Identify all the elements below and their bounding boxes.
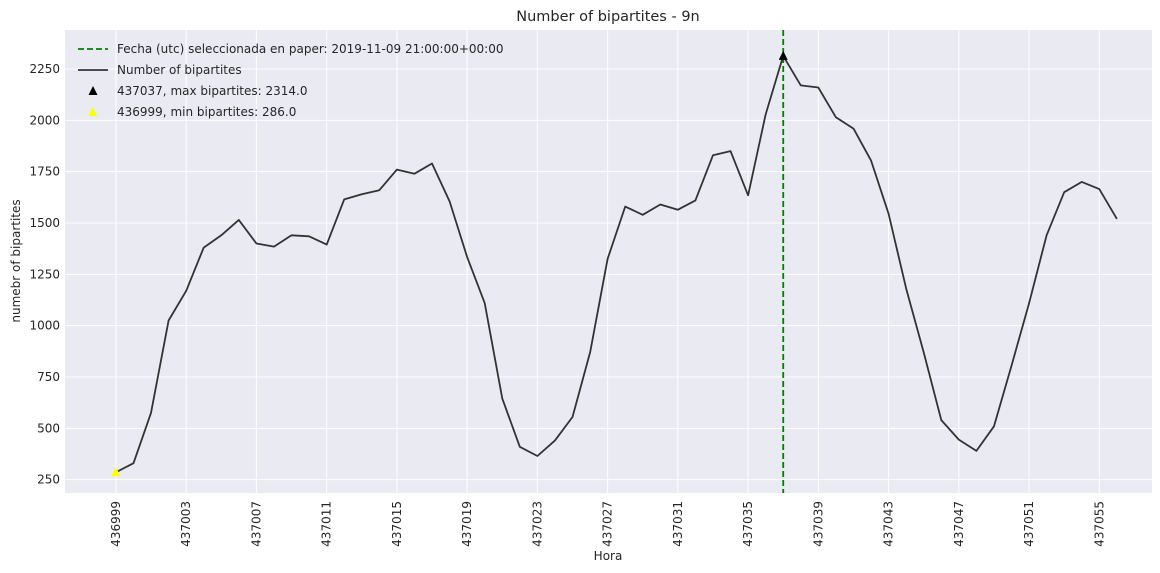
markers-layer — [111, 50, 788, 477]
x-tick-label: 437031 — [671, 501, 685, 547]
x-tick-labels: 436999 437003 437007 437011 437015 437019 4370… — [109, 501, 1106, 547]
x-tick-label: 437015 — [390, 501, 404, 547]
legend-max-label: 437037, max bipartites: 2314.0 — [117, 84, 307, 98]
y-tick-label: 2000 — [29, 113, 60, 127]
legend-min-marker — [88, 107, 98, 116]
series-line — [115, 55, 1118, 474]
y-tick-label: 750 — [37, 370, 60, 384]
min-marker — [111, 467, 121, 477]
y-tick-label: 1000 — [29, 319, 60, 333]
x-tick-label: 437023 — [530, 501, 544, 547]
x-tick-label: 437003 — [179, 501, 193, 547]
legend-min-label: 436999, min bipartites: 286.0 — [117, 105, 296, 119]
y-tick-label: 2250 — [29, 62, 60, 76]
x-tick-label: 437043 — [882, 501, 896, 547]
x-tick-label: 437027 — [601, 501, 615, 547]
max-marker — [778, 50, 788, 60]
x-tick-label: 437051 — [1022, 501, 1036, 547]
y-tick-label: 500 — [37, 421, 60, 435]
y-axis-label: numebr of bipartites — [9, 199, 23, 322]
legend-max-marker — [88, 86, 98, 95]
x-tick-label: 437007 — [249, 501, 263, 547]
x-tick-label: 437047 — [952, 501, 966, 547]
x-axis-label: Hora — [594, 549, 623, 563]
y-tick-label: 1250 — [29, 267, 60, 281]
plot-area — [65, 30, 1152, 493]
x-tick-label: 437055 — [1092, 501, 1106, 547]
legend-vline-label: Fecha (utc) seleccionada en paper: 2019-… — [117, 42, 504, 56]
y-tick-label: 1750 — [29, 165, 60, 179]
x-tick-label: 436999 — [109, 501, 123, 547]
legend: Fecha (utc) seleccionada en paper: 2019-… — [78, 42, 504, 119]
series-layer — [115, 55, 1118, 474]
chart-title: Number of bipartites - 9n — [516, 9, 699, 25]
x-tick-label: 437035 — [741, 501, 755, 547]
x-tick-label: 437019 — [460, 501, 474, 547]
x-tick-label: 437039 — [811, 501, 825, 547]
y-tick-label: 1500 — [29, 216, 60, 230]
y-tick-labels: 250 500 750 1000 1250 1500 1750 2000 2250 — [29, 62, 60, 487]
grid — [65, 30, 1152, 493]
x-tick-label: 437011 — [320, 501, 334, 547]
legend-series-label: Number of bipartites — [117, 63, 242, 77]
y-tick-label: 250 — [37, 473, 60, 487]
